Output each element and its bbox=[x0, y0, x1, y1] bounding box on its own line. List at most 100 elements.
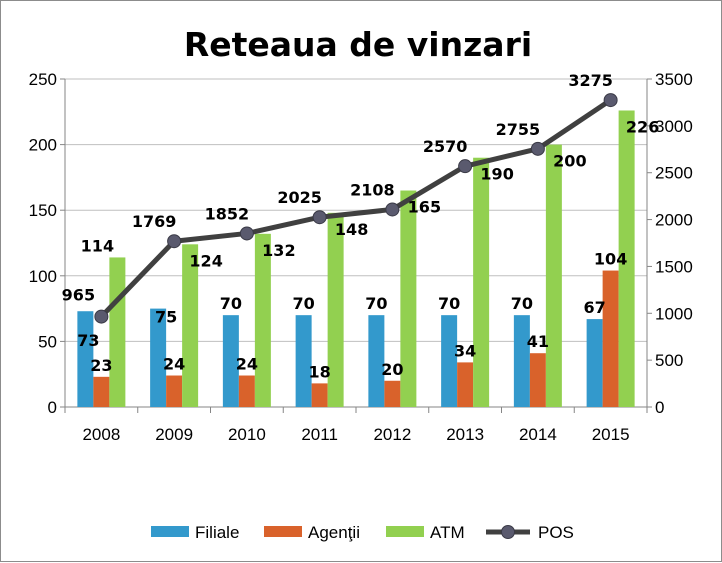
legend-item-atm: ATM bbox=[386, 523, 465, 542]
label-pos: 1769 bbox=[132, 212, 177, 231]
bar-filiale bbox=[77, 311, 94, 407]
label-filiale: 70 bbox=[438, 294, 460, 313]
bar-atm bbox=[545, 144, 562, 407]
legend: Filiale Agenţii ATM POS bbox=[151, 523, 574, 542]
label-pos: 965 bbox=[62, 286, 95, 305]
chart-title: Reteaua de vinzari bbox=[184, 25, 532, 64]
legend-swatch bbox=[264, 526, 302, 537]
label-filiale: 73 bbox=[77, 331, 99, 350]
label-atm: 148 bbox=[335, 220, 368, 239]
x-tick-label: 2011 bbox=[301, 425, 338, 444]
label-agentii: 23 bbox=[90, 356, 112, 375]
label-filiale: 75 bbox=[155, 308, 177, 327]
label-agentii: 24 bbox=[163, 355, 185, 374]
label-atm: 165 bbox=[408, 198, 441, 217]
axes: 0501001502002500500100015002000250030003… bbox=[29, 70, 693, 444]
bar-agenii bbox=[166, 375, 183, 407]
pos-series-line bbox=[99, 98, 613, 319]
label-pos: 3275 bbox=[568, 71, 613, 90]
x-tick-label: 2010 bbox=[228, 425, 266, 444]
bar-atm bbox=[473, 157, 490, 407]
legend-label: ATM bbox=[430, 523, 465, 542]
legend-label: POS bbox=[538, 523, 574, 542]
bar-atm bbox=[618, 110, 635, 407]
legend-item-filiale: Filiale bbox=[151, 523, 239, 542]
pos-marker bbox=[385, 202, 400, 217]
label-agentii: 20 bbox=[381, 360, 403, 379]
label-filiale: 70 bbox=[292, 294, 314, 313]
left-tick-label: 50 bbox=[38, 332, 57, 351]
label-pos: 2025 bbox=[277, 188, 322, 207]
label-pos: 1852 bbox=[205, 204, 250, 223]
bar-atm bbox=[400, 190, 417, 407]
legend-item-pos: POS bbox=[486, 523, 574, 542]
bar-filiale bbox=[368, 315, 385, 407]
bars bbox=[77, 110, 635, 407]
bar-filiale bbox=[441, 315, 458, 407]
pos-marker bbox=[458, 159, 473, 174]
bar-agenii bbox=[529, 353, 546, 407]
right-tick-label: 500 bbox=[655, 351, 683, 370]
pos-marker bbox=[167, 234, 182, 249]
bar-atm bbox=[327, 212, 344, 407]
bar-agenii bbox=[238, 375, 255, 407]
right-tick-label: 2500 bbox=[655, 164, 693, 183]
bar-filiale bbox=[150, 308, 167, 407]
pos-marker bbox=[94, 309, 109, 324]
pos-line bbox=[94, 93, 618, 324]
label-atm: 190 bbox=[480, 165, 513, 184]
legend-swatch bbox=[386, 526, 424, 537]
label-agentii: 41 bbox=[527, 332, 549, 351]
label-atm: 200 bbox=[553, 152, 586, 171]
x-tick-label: 2014 bbox=[519, 425, 557, 444]
label-agentii: 24 bbox=[236, 355, 258, 374]
label-filiale: 70 bbox=[220, 294, 242, 313]
label-pos: 2570 bbox=[423, 137, 468, 156]
legend-label: Filiale bbox=[195, 523, 239, 542]
label-agentii: 34 bbox=[454, 341, 476, 360]
bar-atm bbox=[109, 257, 126, 407]
label-atm: 132 bbox=[262, 241, 295, 260]
legend-marker bbox=[501, 525, 515, 539]
bar-agenii bbox=[311, 383, 328, 407]
bar-atm bbox=[254, 233, 271, 407]
bar-agenii bbox=[602, 270, 619, 407]
bar-agenii bbox=[384, 380, 401, 407]
bar-agenii bbox=[457, 362, 474, 407]
legend-swatch bbox=[151, 526, 189, 537]
right-tick-label: 1000 bbox=[655, 304, 693, 323]
label-agentii: 104 bbox=[594, 250, 627, 269]
bar-agenii bbox=[93, 376, 110, 407]
x-tick-label: 2013 bbox=[446, 425, 484, 444]
x-tick-label: 2008 bbox=[82, 425, 120, 444]
right-tick-label: 3500 bbox=[655, 70, 693, 89]
data-labels: 73 23 114 75 24 124 70 24 132 70 18 148 70 20 165 70 34 1… bbox=[62, 71, 660, 381]
left-tick-label: 250 bbox=[29, 70, 57, 89]
label-atm: 226 bbox=[626, 117, 659, 136]
pos-marker bbox=[239, 226, 254, 241]
label-pos: 2755 bbox=[496, 120, 541, 139]
left-tick-label: 100 bbox=[29, 267, 57, 286]
left-tick-label: 200 bbox=[29, 136, 57, 155]
bar-filiale bbox=[222, 315, 239, 407]
right-tick-label: 0 bbox=[655, 398, 664, 417]
right-tick-label: 3000 bbox=[655, 117, 693, 136]
pos-marker bbox=[312, 210, 327, 225]
x-tick-label: 2012 bbox=[373, 425, 411, 444]
pos-marker bbox=[530, 141, 545, 156]
right-tick-label: 1500 bbox=[655, 257, 693, 276]
bar-filiale bbox=[513, 315, 530, 407]
right-tick-label: 2000 bbox=[655, 211, 693, 230]
label-agentii: 18 bbox=[308, 362, 330, 381]
legend-item-agenii: Agenţii bbox=[264, 523, 360, 542]
x-tick-label: 2015 bbox=[592, 425, 630, 444]
label-atm: 124 bbox=[189, 251, 222, 270]
label-atm: 114 bbox=[81, 236, 114, 255]
x-tick-label: 2009 bbox=[155, 425, 193, 444]
bar-filiale bbox=[295, 315, 312, 407]
pos-marker bbox=[603, 93, 618, 108]
label-pos: 2108 bbox=[350, 180, 395, 199]
label-filiale: 70 bbox=[365, 294, 387, 313]
